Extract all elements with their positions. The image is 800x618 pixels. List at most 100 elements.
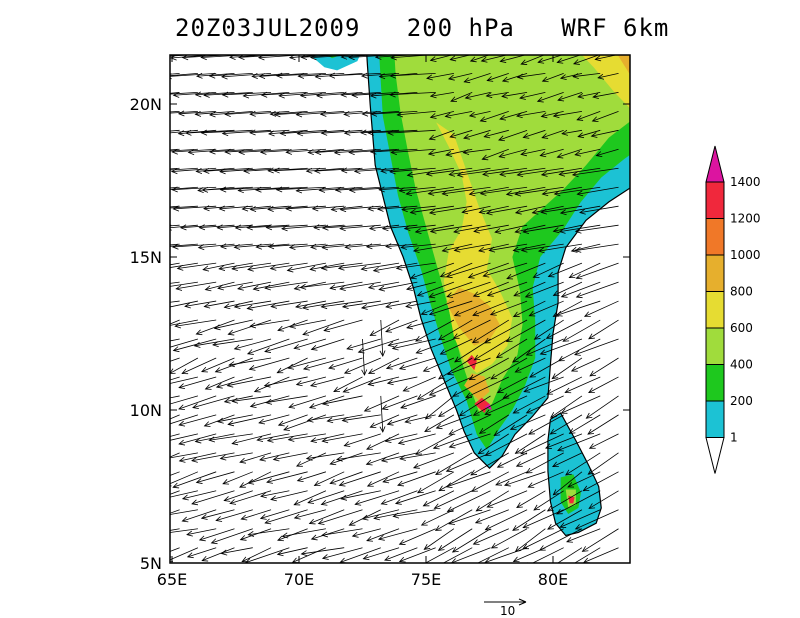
wind-vector <box>310 376 345 387</box>
wind-vector <box>170 262 180 266</box>
wind-vector <box>451 547 491 563</box>
wind-vector <box>370 319 400 336</box>
wind-vector-head <box>484 524 492 531</box>
wind-vector-head <box>264 347 271 353</box>
wind-vector-head <box>416 291 424 297</box>
wind-vector-head <box>573 59 580 65</box>
wind-vector-head <box>538 545 546 551</box>
colorbar-level-label: 200 <box>730 394 753 408</box>
wind-vector <box>457 167 509 176</box>
wind-vector-head <box>137 533 143 538</box>
wind-vector <box>559 167 601 175</box>
wind-vector-head <box>227 329 235 336</box>
wind-vector <box>364 395 400 412</box>
wind-vector-head <box>546 389 554 395</box>
wind-vector-head <box>223 303 231 310</box>
wind-vector-head <box>551 373 559 380</box>
wind-vector-head <box>537 247 545 254</box>
wind-vector <box>515 186 564 195</box>
wind-vector <box>385 319 418 333</box>
wind-vector <box>170 490 198 498</box>
wind-vector-head <box>539 349 547 356</box>
wind-vector <box>273 452 308 460</box>
wind-vector-head <box>242 92 250 99</box>
wind-vector <box>545 433 583 449</box>
wind-vector-head <box>297 72 305 79</box>
wind-vector-head <box>170 368 176 374</box>
wind-vector-head <box>138 187 144 192</box>
wind-vector-head <box>552 112 560 119</box>
wind-vector <box>338 262 381 269</box>
wind-vector-head <box>553 190 561 197</box>
wind-vector <box>247 300 290 309</box>
wind-vector-head <box>525 350 533 356</box>
wind-vector <box>528 414 564 435</box>
wind-vector-head <box>552 311 560 317</box>
wind-vector-head <box>309 381 317 388</box>
wind-vector <box>593 91 619 98</box>
wind-vector-head <box>351 92 358 98</box>
wind-vector-head <box>512 556 520 563</box>
wind-vector-head <box>313 224 320 231</box>
wind-vector-head <box>376 205 384 212</box>
wind-vector <box>228 319 272 335</box>
wind-vector-head <box>447 74 455 81</box>
wind-vector-head <box>588 387 595 394</box>
wind-vector-head <box>475 505 483 512</box>
wind-vector-head <box>310 437 317 444</box>
wind-vector-head <box>259 514 267 520</box>
wind-vector-head <box>296 130 304 137</box>
srilanka-coastline <box>547 412 602 537</box>
wind-vector-head <box>541 76 549 83</box>
wind-vector <box>448 509 491 525</box>
wind-vector-head <box>449 132 457 139</box>
wind-vector-head <box>398 364 406 371</box>
wind-vector <box>557 148 583 158</box>
wind-vector <box>368 281 400 289</box>
wind-vector <box>227 376 272 387</box>
wind-vector-head <box>215 516 223 522</box>
wind-vector-head <box>200 129 208 136</box>
wind-vector <box>546 319 583 339</box>
wind-vector-head <box>178 404 186 411</box>
wind-vector-head <box>458 410 466 417</box>
wind-vector <box>264 338 308 352</box>
wind-vector-head <box>171 186 178 193</box>
wind-vector-head <box>320 303 328 310</box>
wind-vector <box>573 55 600 65</box>
wind-vector <box>170 300 180 303</box>
wind-vector-head <box>437 373 445 380</box>
wind-vector <box>170 547 180 552</box>
wind-vector-head <box>539 151 547 158</box>
wind-vector <box>255 186 308 191</box>
wind-vector-head <box>434 525 442 531</box>
wind-vector <box>176 281 217 290</box>
wind-vector-head <box>540 208 548 215</box>
wind-vector <box>178 395 217 410</box>
wind-vector <box>217 414 253 423</box>
wind-vector <box>558 338 601 362</box>
wind-vector-head <box>514 190 522 197</box>
wind-vector-head <box>133 131 139 136</box>
wind-vector-head <box>464 93 472 100</box>
wind-vector-head <box>295 187 303 194</box>
wind-vector <box>569 262 601 278</box>
colorbar-legend: 1400 1200 1000 800 600 400 200 1 <box>705 145 761 474</box>
wind-vector <box>484 319 528 344</box>
wind-vector-head <box>549 563 555 568</box>
wind-vector <box>237 281 272 290</box>
wind-vector <box>390 91 436 96</box>
wind-vector-head <box>195 168 203 174</box>
wind-vector-head <box>463 77 471 84</box>
wind-vector-head <box>428 310 436 316</box>
wind-vector <box>501 91 528 97</box>
wind-vector <box>247 262 290 270</box>
wind-vector <box>266 395 308 404</box>
wind-vector-head <box>531 208 539 215</box>
wind-vector <box>382 395 418 410</box>
wind-vector <box>490 357 528 380</box>
wind-vector <box>421 509 455 526</box>
wind-vector-head <box>378 73 386 80</box>
wind-vector-head <box>469 56 477 63</box>
wind-vector <box>400 395 436 409</box>
